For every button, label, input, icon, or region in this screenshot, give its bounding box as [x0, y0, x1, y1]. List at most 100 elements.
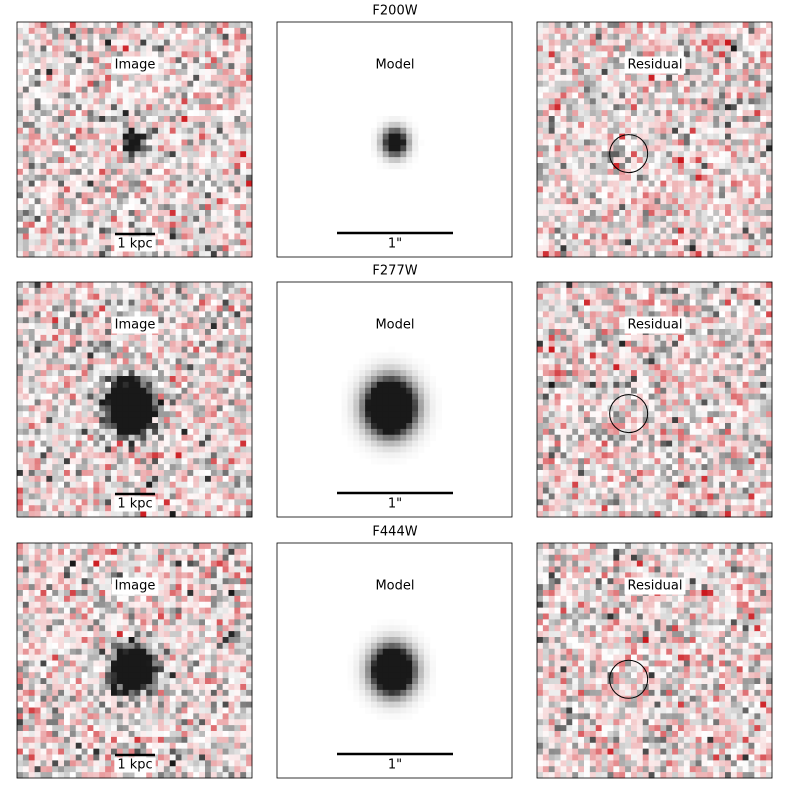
pixel [99, 428, 106, 436]
pixel [87, 251, 94, 258]
pixel [111, 39, 118, 46]
pixel [22, 157, 30, 164]
pixel [99, 198, 106, 205]
pixel [660, 116, 667, 123]
pixel [548, 63, 556, 70]
pixel [246, 233, 253, 240]
pixel [116, 215, 124, 223]
pixel [736, 251, 744, 258]
pixel [69, 293, 77, 301]
pixel [695, 45, 702, 52]
pixel [181, 121, 188, 129]
pixel [58, 323, 65, 330]
pixel [199, 145, 206, 152]
pixel [58, 186, 65, 193]
pixel [40, 186, 47, 193]
pixel [542, 74, 550, 82]
pixel [382, 121, 390, 129]
pixel [28, 22, 36, 29]
pixel [689, 145, 697, 152]
pixel [666, 116, 673, 123]
pixel [240, 376, 247, 383]
pixel [234, 329, 241, 336]
pixel [572, 221, 579, 229]
pixel [140, 116, 147, 123]
pixel [246, 198, 253, 205]
pixel [175, 464, 182, 471]
pixel [246, 434, 253, 442]
pixel [654, 204, 661, 211]
pixel [719, 227, 726, 234]
pixel [163, 121, 171, 129]
pixel [69, 45, 77, 52]
pixel [116, 180, 124, 187]
pixel [175, 174, 182, 182]
pixel [87, 423, 94, 430]
pixel [216, 80, 224, 88]
pixel [210, 51, 218, 58]
pixel [619, 104, 626, 111]
pixel [99, 227, 106, 234]
pixel [64, 405, 71, 412]
pixel [595, 163, 603, 170]
pixel [52, 121, 59, 129]
pixel [695, 198, 702, 205]
pixel [187, 458, 194, 465]
pixel [542, 251, 550, 258]
pixel [22, 186, 30, 193]
pixel [111, 311, 118, 318]
pixel [736, 69, 744, 76]
pixel [69, 127, 77, 135]
pixel [158, 57, 165, 64]
pixel [548, 145, 556, 152]
pixel [572, 45, 579, 52]
pixel [105, 440, 112, 447]
pixel [99, 74, 106, 82]
pixel [648, 121, 655, 129]
pixel [52, 493, 59, 500]
pixel [210, 127, 218, 135]
pixel [93, 340, 100, 348]
pixel [199, 110, 206, 117]
pixel [210, 45, 218, 52]
pixel [58, 299, 65, 306]
pixel [631, 151, 638, 158]
pixel [122, 370, 130, 377]
pixel [152, 434, 159, 442]
pixel [69, 323, 77, 330]
pixel [105, 405, 112, 412]
pixel [134, 464, 141, 471]
pixel [625, 92, 632, 99]
pixel [400, 116, 407, 123]
pixel [376, 387, 384, 395]
pixel [105, 198, 112, 205]
pixel [46, 45, 53, 52]
pixel [28, 121, 36, 129]
pixel [601, 69, 608, 76]
pixel [365, 393, 372, 400]
pixel [87, 92, 94, 99]
pixel [660, 227, 667, 234]
pixel [199, 174, 206, 182]
pixel [619, 145, 626, 152]
pixel [28, 210, 36, 217]
pixel [595, 110, 603, 117]
pixel [140, 151, 147, 158]
pixel [122, 33, 130, 41]
pixel [193, 168, 200, 176]
pixel [163, 511, 171, 518]
pixel [40, 305, 47, 312]
scale-label: 1 kpc [117, 237, 152, 252]
pixel [578, 251, 585, 258]
pixel [672, 80, 679, 88]
pixel [152, 446, 159, 453]
pixel [28, 423, 36, 430]
pixel [589, 116, 597, 123]
pixel [111, 198, 118, 205]
pixel [625, 86, 632, 93]
pixel [341, 399, 348, 406]
pixel [52, 299, 59, 306]
pixel [642, 251, 650, 258]
pixel [152, 358, 159, 365]
pixel [566, 157, 573, 164]
